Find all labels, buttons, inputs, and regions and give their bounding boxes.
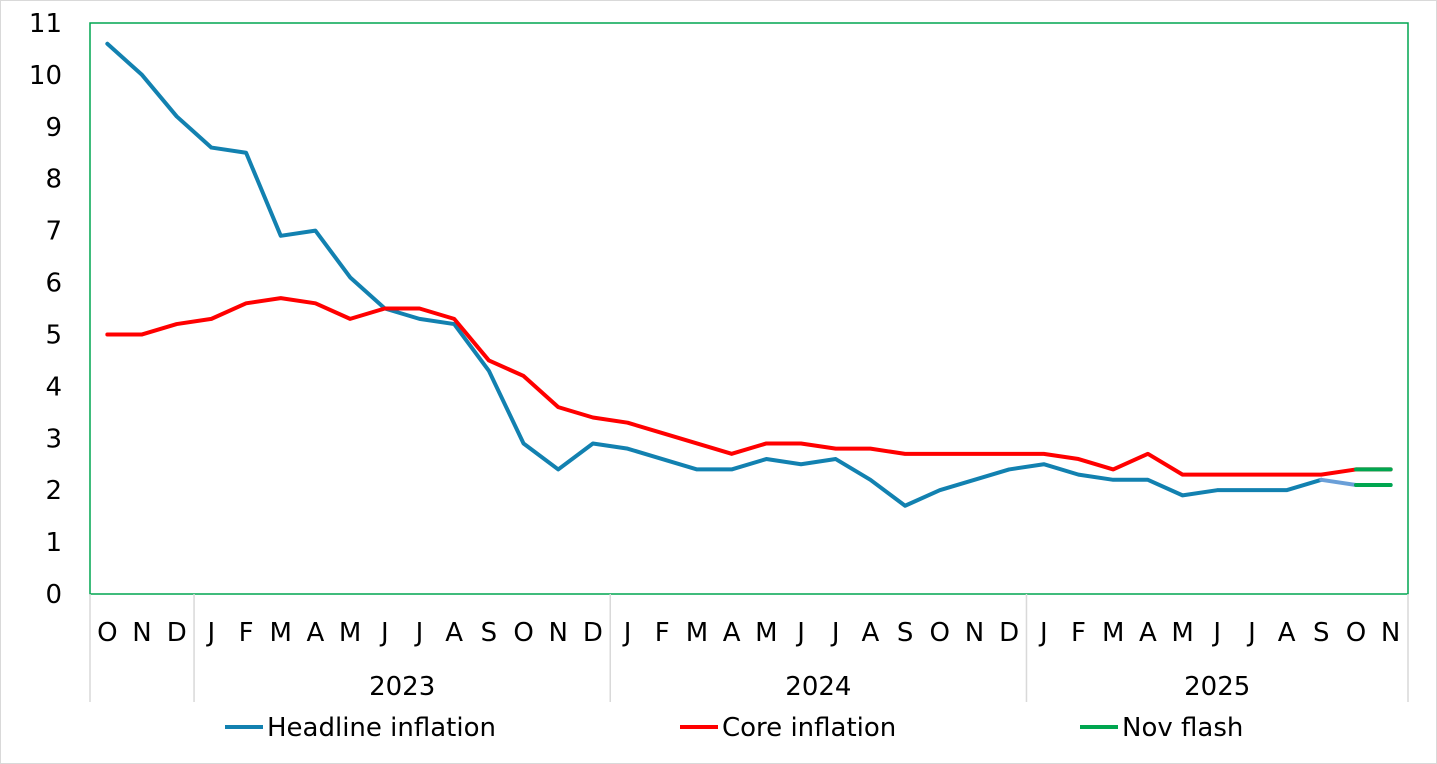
x-tick-label: N [965, 618, 984, 648]
x-group-label: 2023 [369, 672, 435, 702]
x-tick-label: N [132, 618, 151, 648]
x-tick-label: F [239, 618, 254, 648]
plot-area-border [89, 22, 1409, 595]
x-tick-label: O [930, 618, 950, 648]
x-tick-label: D [583, 618, 603, 648]
x-tick-label: A [307, 618, 325, 648]
y-axis: 0 1 2 3 4 5 6 7 8 9 10 11 [29, 9, 62, 610]
y-tick-label: 10 [29, 61, 62, 91]
x-tick-label: J [830, 618, 840, 648]
x-tick-label: O [97, 618, 117, 648]
x-tick-label: A [861, 618, 879, 648]
x-tick-label: J [622, 618, 632, 648]
x-group-label: 2024 [785, 672, 851, 702]
x-tick-label: A [1139, 618, 1157, 648]
x-tick-label: F [655, 618, 670, 648]
series-line [105, 41, 1324, 508]
series-lines [105, 41, 1393, 508]
legend-label: Nov flash [1122, 713, 1243, 743]
legend-label: Core inflation [722, 713, 896, 743]
y-tick-label: 9 [45, 113, 62, 143]
x-tick-label: M [1171, 618, 1193, 648]
y-tick-label: 0 [45, 580, 62, 610]
y-tick-label: 4 [45, 372, 62, 402]
y-tick-label: 5 [45, 320, 62, 350]
y-tick-label: 1 [45, 528, 62, 558]
x-tick-label: S [481, 618, 498, 648]
x-tick-label: N [549, 618, 568, 648]
x-tick-label: M [270, 618, 292, 648]
x-tick-label: J [1246, 618, 1256, 648]
legend: Headline inflation Core inflation Nov flas… [225, 713, 1243, 743]
x-tick-label: O [1346, 618, 1366, 648]
x-tick-label: O [513, 618, 533, 648]
x-tick-label: M [755, 618, 777, 648]
y-tick-label: 2 [45, 476, 62, 506]
x-tick-label: N [1381, 618, 1400, 648]
x-axis: O N D J F M A M J J A S O N D J F M A M J J A S O N D J F M A M J J A S O N20… [89, 594, 1409, 702]
x-tick-label: J [795, 618, 805, 648]
x-tick-label: M [686, 618, 708, 648]
y-tick-label: 7 [45, 217, 62, 247]
x-tick-label: M [339, 618, 361, 648]
x-tick-label: J [379, 618, 389, 648]
x-tick-label: A [1278, 618, 1296, 648]
x-tick-label: S [1313, 618, 1330, 648]
x-tick-label: S [897, 618, 914, 648]
y-tick-label: 11 [29, 9, 62, 39]
legend-label: Headline inflation [267, 713, 496, 743]
x-tick-label: J [206, 618, 216, 648]
x-tick-label: J [1211, 618, 1221, 648]
x-tick-label: D [167, 618, 187, 648]
x-tick-label: M [1102, 618, 1124, 648]
y-tick-label: 6 [45, 269, 62, 299]
x-tick-label: J [414, 618, 424, 648]
x-group-label: 2025 [1184, 672, 1250, 702]
x-tick-label: F [1071, 618, 1086, 648]
series-line [105, 296, 1393, 477]
x-tick-label: D [999, 618, 1019, 648]
x-tick-label: A [723, 618, 741, 648]
y-tick-label: 8 [45, 165, 62, 195]
y-tick-label: 3 [45, 424, 62, 454]
x-tick-label: A [445, 618, 463, 648]
x-tick-label: J [1038, 618, 1048, 648]
